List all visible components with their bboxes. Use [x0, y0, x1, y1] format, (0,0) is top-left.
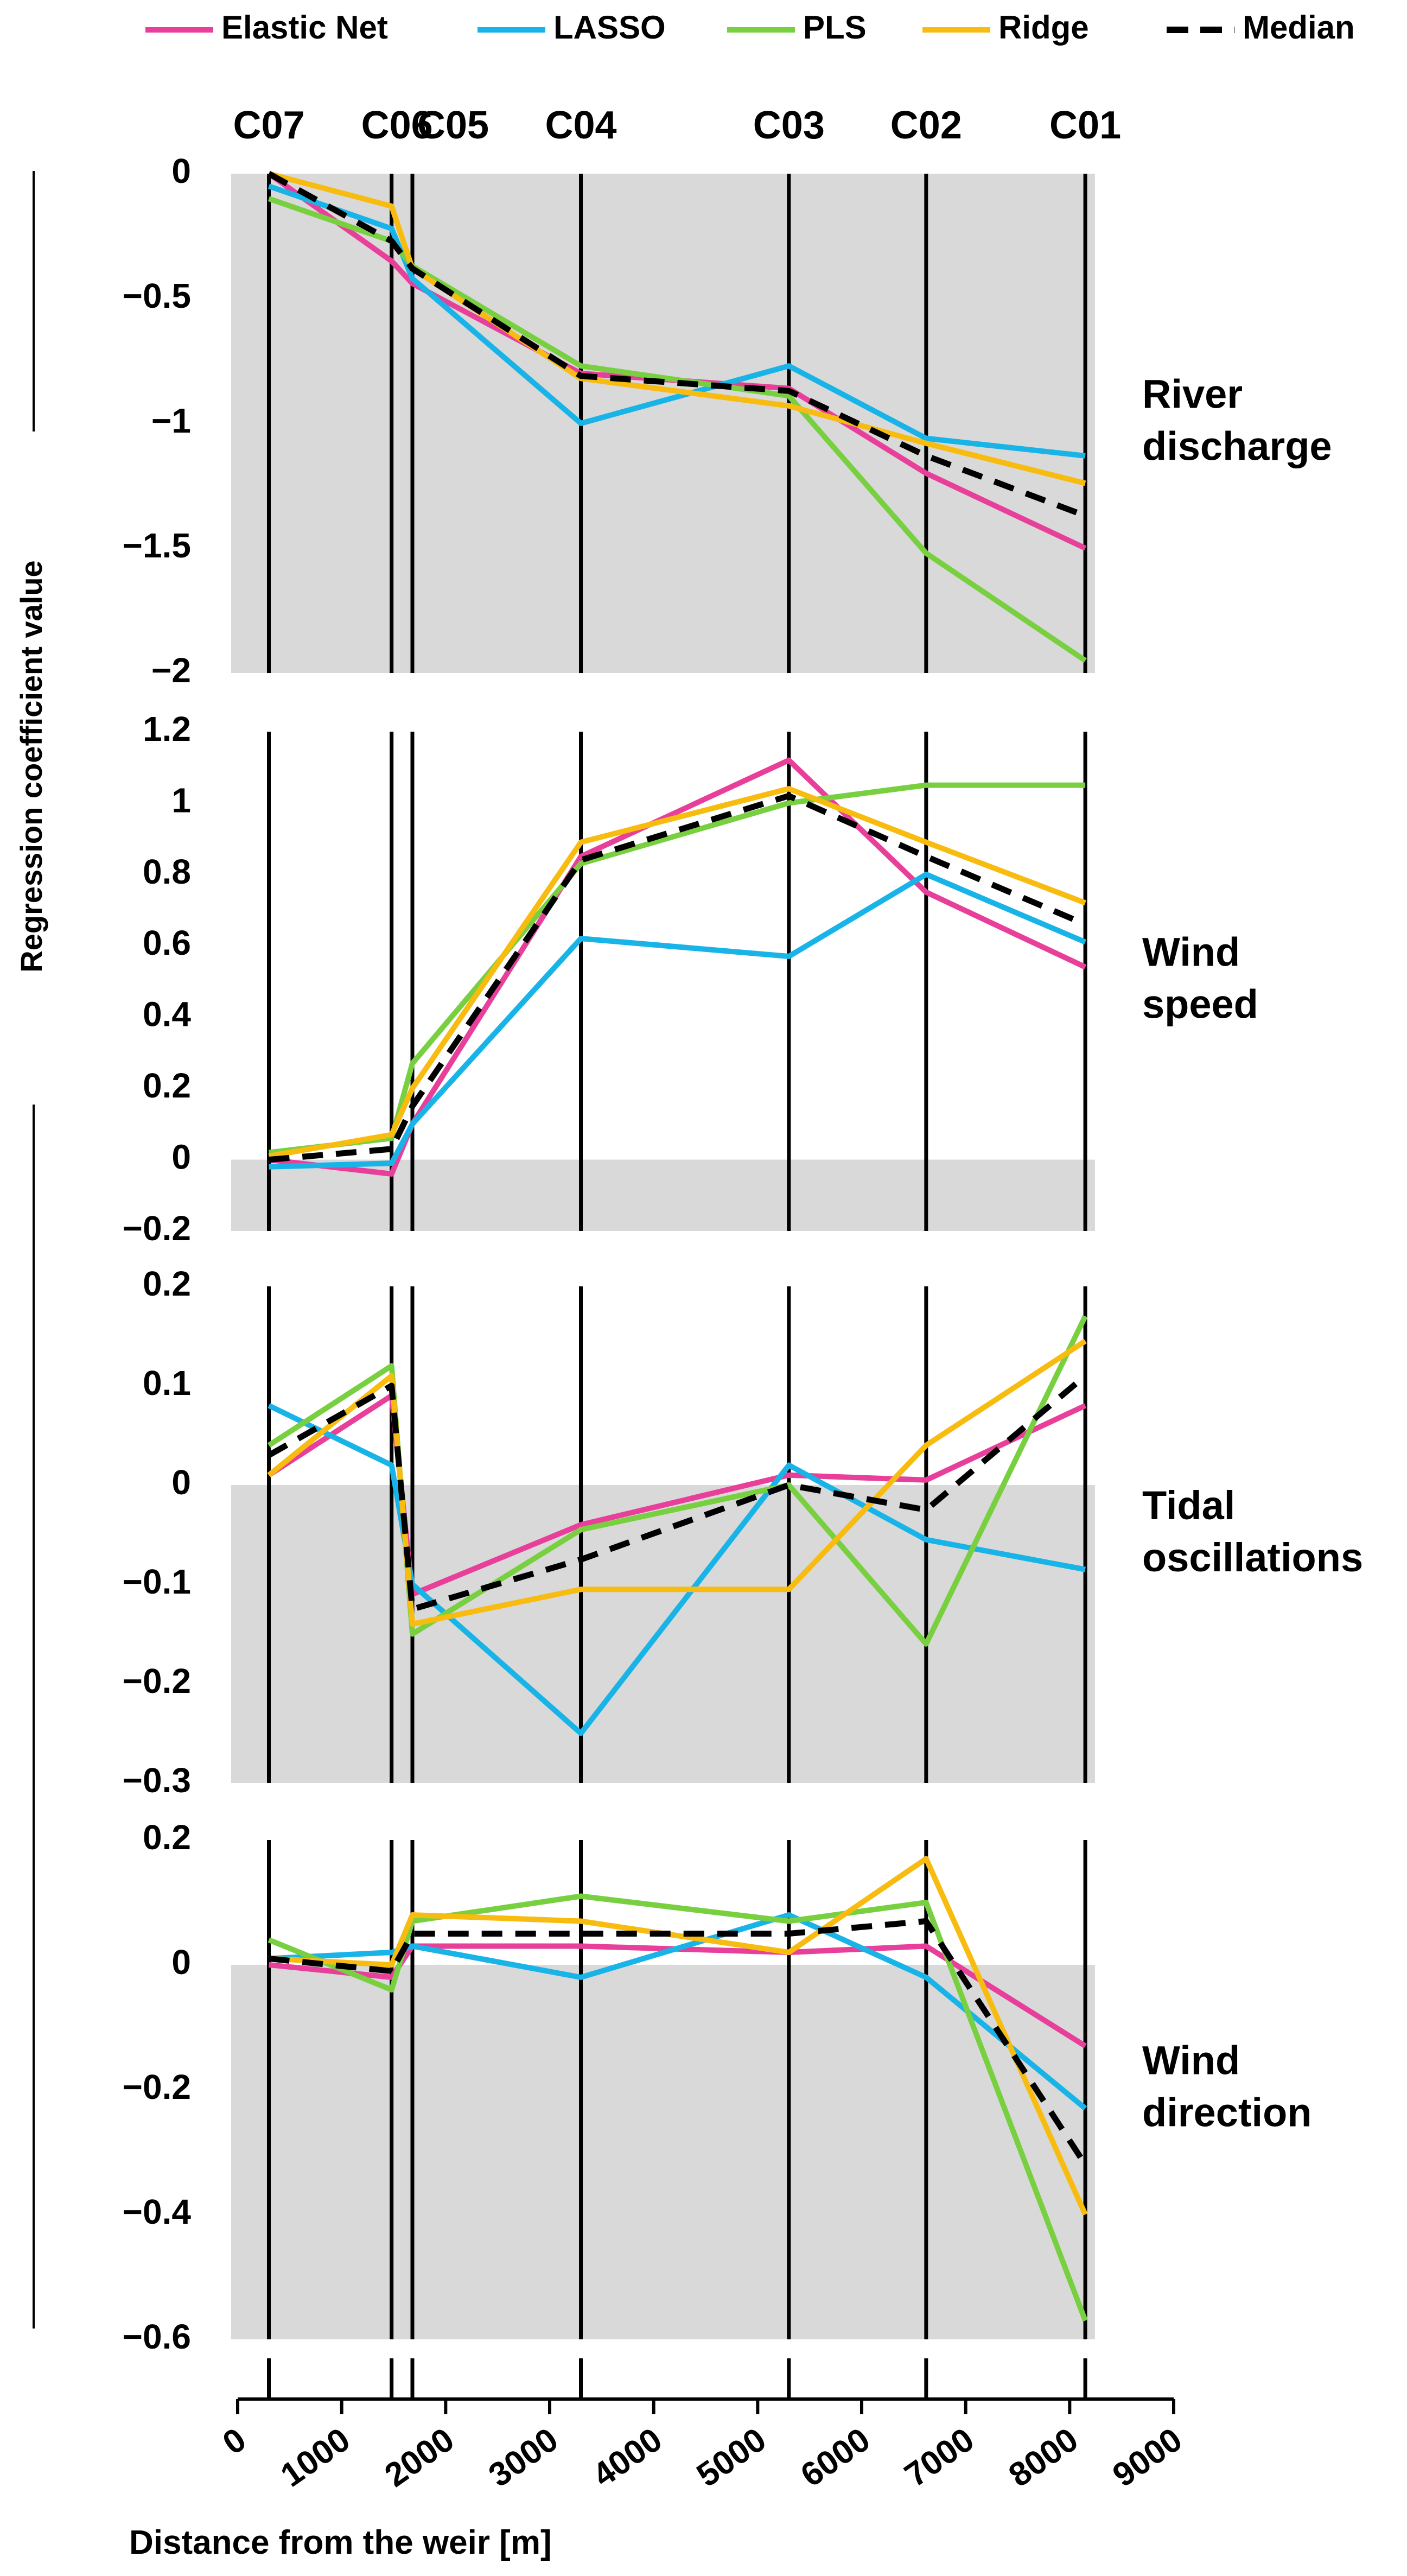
station-label-c04: C04 — [545, 104, 616, 147]
legend-label-ridge: Ridge — [998, 9, 1089, 46]
negative-region-shading — [231, 1965, 1095, 2339]
y-tick-label: 0 — [171, 1137, 191, 1176]
chart-panels: 0 −0.5 −1 −1.5 −2 River discharge 1.2 1 0.8 0.6 0.4… — [123, 151, 1363, 2356]
series-line-median — [267, 171, 1087, 519]
x-tick-label: 9000 — [1106, 2421, 1189, 2495]
legend-item-pls: PLS — [727, 9, 867, 46]
y-tick-label: −1 — [151, 401, 191, 440]
legend-item-lasso: LASSO — [478, 9, 666, 46]
y-tick-label: 0.2 — [143, 1066, 191, 1105]
negative-region-shading — [231, 174, 1095, 673]
series-line-pls — [268, 1893, 1088, 2322]
panel-title-line: direction — [1142, 2090, 1311, 2135]
station-label-c03: C03 — [753, 104, 825, 147]
y-tick-label: 1 — [171, 781, 191, 820]
series-line-ridge — [267, 1338, 1087, 1627]
x-tick-label: 7000 — [898, 2421, 981, 2495]
y-tick-label: 1.2 — [143, 709, 191, 748]
y-tick-label: −0.6 — [123, 2317, 191, 2356]
station-label-c06: C06 — [361, 104, 433, 147]
x-axis-title: Distance from the weir [m] — [129, 2524, 552, 2561]
series-line-elastic-net — [268, 1943, 1087, 2048]
y-axis-title-group: Regression coefficient value — [14, 171, 48, 2328]
y-axis-title: Regression coefficient value — [14, 560, 48, 972]
legend-label-pls: PLS — [803, 9, 867, 46]
x-axis: 0 1000 2000 3000 4000 5000 6000 7000 8000 9000 — [216, 2358, 1189, 2495]
x-tick-label: 0 — [216, 2421, 253, 2462]
series-line-ridge — [269, 1856, 1088, 2216]
y-tick-label: 0.2 — [143, 1264, 191, 1303]
panel-river-discharge: 0 −0.5 −1 −1.5 −2 River discharge — [123, 151, 1332, 690]
series-line-ridge — [268, 786, 1086, 1159]
x-tick-label: 2000 — [378, 2421, 461, 2495]
y-tick-label: −0.3 — [123, 1761, 191, 1800]
panel-title-line: discharge — [1142, 424, 1332, 469]
x-tick-label: 3000 — [482, 2421, 565, 2495]
y-tick-label: 0.2 — [143, 1818, 191, 1857]
panel-wind-direction: 0.2 0 −0.2 −0.4 −0.6 Wind direction — [123, 1818, 1312, 2356]
legend-item-elastic-net: Elastic Net — [145, 9, 388, 46]
series-line-lasso — [268, 1403, 1086, 1736]
x-tick-label: 1000 — [274, 2421, 357, 2495]
series-line-pls — [267, 1315, 1088, 1647]
y-tick-label: 0.1 — [143, 1363, 191, 1403]
station-label-c05: C05 — [417, 104, 489, 147]
y-tick-label: −1.5 — [123, 526, 191, 565]
series-line-lasso — [269, 871, 1087, 1170]
legend: Elastic Net LASSO PLS Ridge Median — [145, 9, 1355, 46]
legend-label-median: Median — [1243, 9, 1355, 46]
legend-item-ridge: Ridge — [922, 9, 1089, 46]
panel-tidal-oscillations: 0.2 0.1 0 −0.1 −0.2 −0.3 Tidal oscillations — [123, 1264, 1363, 1800]
series-line-elastic-net — [268, 757, 1087, 1177]
panel-title-line: oscillations — [1142, 1535, 1363, 1580]
y-tick-label: 0.8 — [143, 852, 191, 891]
legend-label-elastic-net: Elastic Net — [221, 9, 388, 46]
panel-title-line: Wind — [1142, 930, 1240, 975]
station-label-c02: C02 — [890, 104, 962, 147]
panel-wind-speed: 1.2 1 0.8 0.6 0.4 0.2 0 −0.2 Wind speed — [123, 709, 1258, 1248]
y-tick-label: −0.2 — [123, 2067, 191, 2107]
station-label-c01: C01 — [1049, 104, 1121, 147]
y-tick-label: 0.4 — [143, 995, 191, 1034]
panel-title-line: speed — [1142, 982, 1258, 1027]
x-tick-label: 5000 — [690, 2421, 773, 2495]
station-label-c07: C07 — [233, 104, 304, 147]
y-tick-label: −0.4 — [123, 2192, 192, 2231]
y-tick-label: 0 — [171, 1943, 191, 1982]
x-tick-label: 4000 — [586, 2421, 669, 2495]
y-tick-label: −0.2 — [123, 1209, 191, 1248]
series-line-median — [267, 1373, 1087, 1613]
y-tick-label: −0.2 — [123, 1661, 191, 1701]
y-tick-label: −0.1 — [123, 1562, 191, 1601]
negative-region-shading — [231, 1485, 1095, 1783]
series-line-median — [268, 1918, 1088, 2167]
legend-item-median: Median — [1167, 9, 1355, 46]
series-line-pls — [268, 782, 1086, 1156]
y-tick-label: 0 — [171, 1463, 191, 1502]
x-tick-label: 8000 — [1002, 2421, 1085, 2495]
y-tick-label: −2 — [151, 651, 191, 690]
series-line-lasso — [268, 183, 1086, 459]
y-tick-label: 0 — [171, 151, 191, 191]
series-line-lasso — [269, 1912, 1087, 2111]
legend-label-lasso: LASSO — [553, 9, 666, 46]
y-tick-label: −0.5 — [123, 276, 191, 315]
panel-title-line: Tidal — [1142, 1483, 1235, 1528]
panel-title-line: River — [1142, 372, 1243, 417]
y-tick-label: 0.6 — [143, 923, 191, 962]
x-tick-label: 6000 — [794, 2421, 877, 2495]
panel-title-line: Wind — [1142, 2038, 1240, 2083]
